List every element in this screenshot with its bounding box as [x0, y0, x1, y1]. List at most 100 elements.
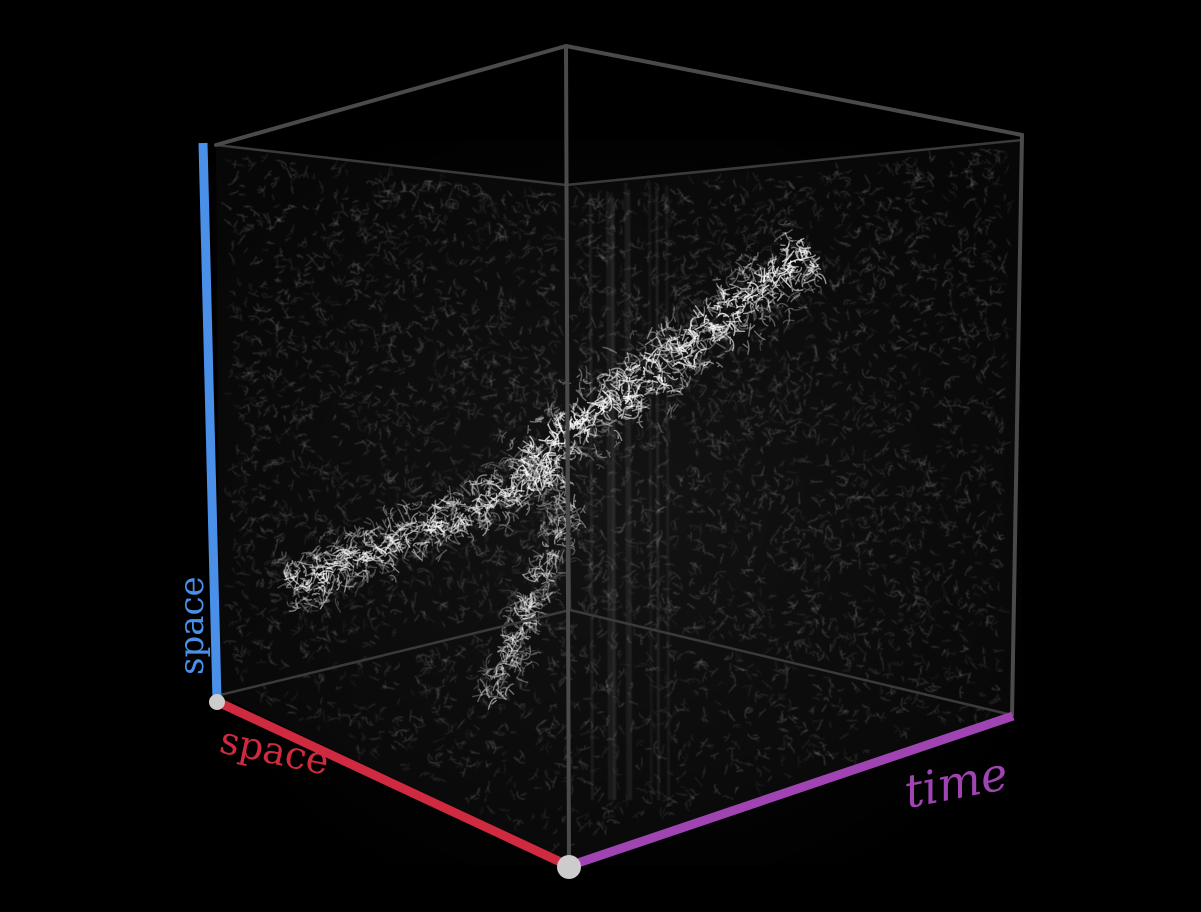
particle-mark: [523, 187, 527, 199]
particle-mark: [507, 352, 512, 365]
particle-mark: [366, 540, 373, 544]
particle-mark: [276, 345, 287, 358]
particle-mark: [266, 241, 275, 244]
particle-mark: [362, 226, 368, 240]
particle-mark: [229, 190, 239, 195]
particle-mark: [390, 560, 397, 566]
particle-mark: [456, 371, 465, 376]
particle-mark: [311, 346, 318, 350]
particle-mark: [490, 323, 500, 328]
particle-mark: [357, 529, 364, 538]
particle-mark: [423, 497, 427, 504]
particle-mark: [316, 645, 323, 652]
particle-mark: [442, 476, 453, 481]
particle-mark: [548, 595, 557, 599]
particle-mark: [537, 200, 544, 206]
particle-mark: [409, 183, 416, 189]
particle-mark: [326, 629, 331, 641]
particle-mark: [495, 571, 505, 581]
particle-mark: [278, 298, 285, 307]
particle-mark: [395, 280, 399, 286]
particle-mark: [462, 386, 469, 398]
particle-mark: [414, 555, 428, 558]
particle-mark: [440, 198, 445, 209]
particle-mark: [331, 260, 335, 267]
particle-mark: [509, 391, 515, 400]
particle-mark: [380, 491, 387, 496]
particle-mark: [304, 525, 312, 530]
particle-mark: [251, 640, 260, 644]
particle-mark: [455, 613, 459, 623]
particle-mark: [484, 324, 496, 328]
particle-mark: [337, 166, 341, 174]
particle-mark: [382, 312, 388, 325]
particle-mark: [304, 412, 314, 420]
particle-mark: [240, 555, 245, 562]
particle-mark: [317, 518, 324, 522]
particle-mark: [330, 631, 338, 636]
particle-mark: [256, 579, 260, 588]
particle-mark: [243, 205, 253, 208]
particle-mark: [338, 402, 349, 406]
particle-mark: [450, 182, 459, 190]
particle-mark: [338, 439, 342, 446]
particle-mark: [517, 356, 529, 360]
particle-mark: [238, 193, 246, 196]
particle-mark: [300, 602, 308, 611]
particle-mark: [424, 570, 434, 580]
particle-streak: [649, 182, 651, 800]
particle-mark: [294, 388, 302, 392]
particle-mark: [414, 579, 426, 586]
particle-mark: [437, 384, 447, 389]
particle-mark: [442, 504, 453, 510]
particle-mark: [274, 257, 279, 267]
particle-mark: [243, 375, 253, 381]
particle-mark: [350, 209, 357, 212]
particle-mark: [448, 261, 458, 268]
particle-mark: [348, 629, 353, 635]
particle-mark: [330, 314, 334, 322]
particle-mark: [237, 234, 246, 245]
particle-mark: [331, 303, 343, 306]
particle-mark: [497, 286, 503, 300]
particle-mark: [520, 406, 527, 417]
particle-mark: [302, 606, 307, 616]
particle-mark: [408, 359, 415, 367]
particle-mark: [331, 476, 336, 488]
particle-mark: [302, 205, 309, 210]
particle-mark: [539, 287, 551, 291]
particle-mark: [309, 404, 319, 410]
particle-mark: [336, 254, 344, 265]
particle-mark: [258, 435, 271, 439]
particle-mark: [423, 335, 434, 342]
particle-mark: [392, 181, 396, 191]
particle-mark: [273, 411, 277, 418]
particle-streak: [624, 182, 630, 801]
particle-mark: [453, 199, 459, 209]
particle-streak: [610, 198, 612, 800]
particle-mark: [334, 502, 341, 509]
particle-mark: [305, 585, 318, 591]
particle-mark: [376, 499, 385, 504]
particle-mark: [394, 263, 400, 270]
particle-mark: [471, 304, 475, 314]
particle-mark: [538, 507, 544, 514]
particle-mark: [301, 334, 305, 344]
particle-mark: [319, 388, 331, 396]
particle-mark: [353, 390, 363, 395]
particle-mark: [406, 331, 413, 338]
particle-mark: [272, 404, 279, 414]
particle-mark: [456, 595, 469, 602]
particle-mark: [429, 305, 437, 318]
particle-mark: [538, 320, 551, 328]
particle-mark: [248, 290, 260, 297]
particle-mark: [366, 253, 380, 257]
particle-mark: [288, 257, 293, 270]
particle-mark: [437, 351, 446, 360]
particle-mark: [418, 183, 428, 191]
particle-mark: [399, 280, 405, 294]
particle-mark: [413, 535, 419, 540]
particle-mark: [541, 583, 551, 587]
particle-mark: [408, 393, 413, 400]
particle-mark: [366, 439, 377, 447]
